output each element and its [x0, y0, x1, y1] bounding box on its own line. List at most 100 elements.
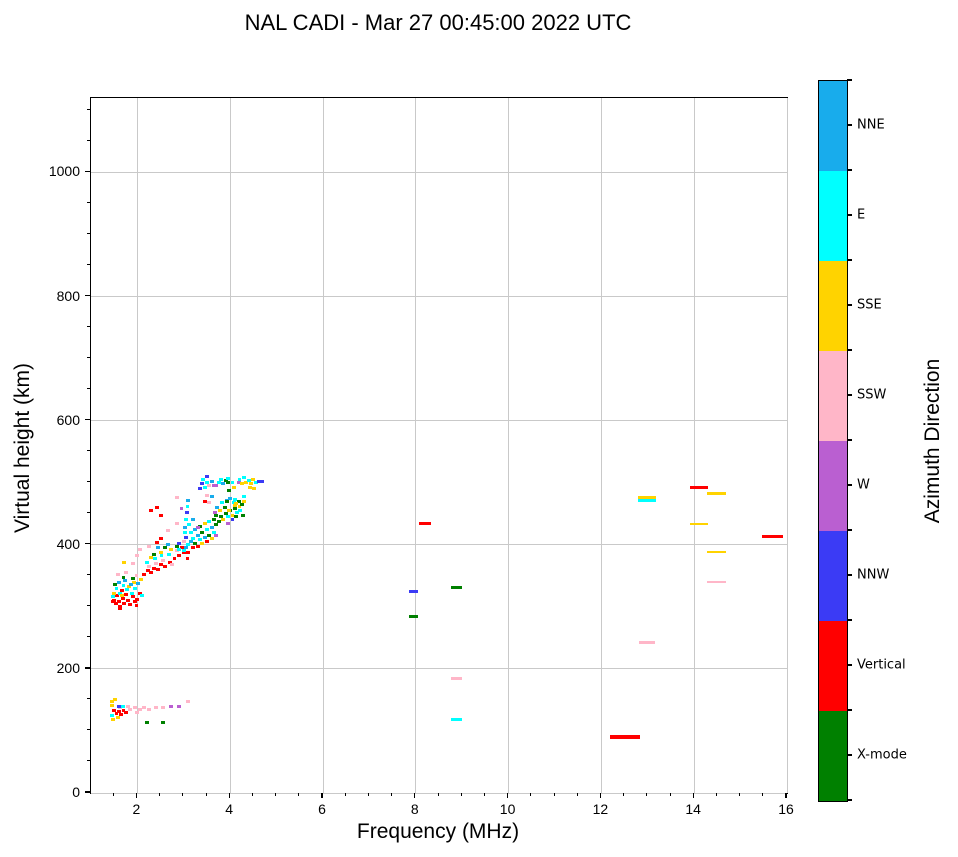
colorbar-segment-sse [819, 261, 847, 351]
data-point [160, 720, 165, 724]
data-point [225, 480, 230, 484]
y-minor-tick [87, 233, 90, 235]
data-point [160, 558, 165, 562]
data-point [211, 518, 216, 522]
data-point [185, 556, 190, 560]
data-point [408, 614, 419, 618]
data-point [128, 603, 133, 607]
y-minor-tick [87, 357, 90, 359]
y-gridline [91, 668, 787, 670]
x-tick-label: 2 [132, 801, 141, 817]
data-point [202, 486, 207, 490]
data-point [177, 705, 182, 709]
colorbar-tick [847, 484, 852, 486]
data-point [135, 554, 140, 558]
data-point [202, 499, 207, 503]
colorbar-boundary-tick [847, 259, 852, 261]
data-point [450, 677, 463, 681]
y-major-tick [85, 170, 90, 173]
x-minor-tick [669, 793, 671, 797]
data-point [230, 513, 235, 517]
data-point [126, 704, 131, 708]
data-point [123, 711, 128, 715]
y-minor-tick [87, 388, 90, 390]
data-point [158, 537, 163, 541]
data-point [419, 522, 431, 526]
data-point [144, 560, 149, 564]
data-point [450, 717, 463, 721]
data-point [145, 569, 150, 573]
x-tick-label: 8 [410, 801, 419, 817]
colorbar-label-sse: SSE [857, 297, 882, 313]
data-point [193, 542, 198, 546]
colorbar-tick [847, 214, 852, 216]
data-point [136, 581, 141, 585]
data-point [133, 600, 138, 604]
colorbar-label-ssw: SSW [857, 387, 887, 403]
data-point [218, 509, 222, 513]
data-point [120, 704, 125, 708]
data-point [128, 707, 133, 711]
data-point [177, 554, 182, 558]
data-point [129, 591, 134, 595]
data-point [115, 573, 120, 577]
y-minor-tick [87, 264, 90, 266]
data-point [132, 580, 137, 584]
colorbar-boundary-tick [847, 79, 852, 81]
data-point [110, 704, 115, 707]
data-point [205, 527, 209, 531]
colorbar-boundary-tick [847, 349, 852, 351]
colorbar-segment-vertical [819, 621, 847, 711]
data-point [226, 489, 231, 493]
data-point [137, 548, 142, 552]
data-point [187, 523, 192, 527]
y-minor-tick [87, 698, 90, 700]
x-gridline [136, 98, 138, 793]
colorbar-segment-ssw [819, 351, 847, 441]
data-point [130, 576, 135, 580]
data-point [133, 705, 138, 709]
data-point [225, 515, 230, 519]
data-point [219, 501, 224, 505]
y-minor-tick [87, 636, 90, 638]
data-point [236, 499, 241, 503]
y-gridline [91, 420, 787, 422]
data-point [117, 706, 122, 710]
x-minor-tick [251, 793, 253, 797]
data-point [152, 552, 157, 556]
data-point [123, 592, 128, 596]
data-point [239, 482, 244, 486]
colorbar-tick [847, 664, 852, 666]
data-point [156, 568, 161, 572]
y-tick-label: 0 [72, 784, 80, 800]
y-minor-tick [87, 729, 90, 731]
y-major-tick [85, 418, 90, 421]
data-point [166, 552, 171, 556]
x-minor-tick [344, 793, 346, 797]
data-point [128, 583, 133, 586]
y-major-tick [85, 294, 90, 297]
data-point [142, 706, 147, 710]
data-point [205, 493, 209, 497]
data-point [230, 481, 235, 485]
y-gridline [91, 171, 787, 173]
data-point [191, 518, 196, 522]
data-point [235, 511, 240, 515]
data-point [200, 530, 205, 534]
colorbar-label-vertical: Vertical [857, 657, 906, 673]
data-point [241, 513, 246, 517]
y-minor-tick [87, 108, 90, 110]
colorbar-label-nnw: NNW [857, 567, 890, 583]
data-point [221, 518, 226, 522]
colorbar-boundary-tick [847, 529, 852, 531]
data-point [154, 506, 159, 510]
x-tick-label: 10 [499, 801, 516, 817]
data-point [218, 478, 223, 482]
data-point [256, 479, 264, 483]
y-minor-tick [87, 450, 90, 452]
data-point [225, 476, 230, 480]
data-point [113, 583, 118, 586]
data-point [209, 537, 214, 541]
data-point [177, 548, 182, 552]
plot-area [90, 97, 788, 794]
